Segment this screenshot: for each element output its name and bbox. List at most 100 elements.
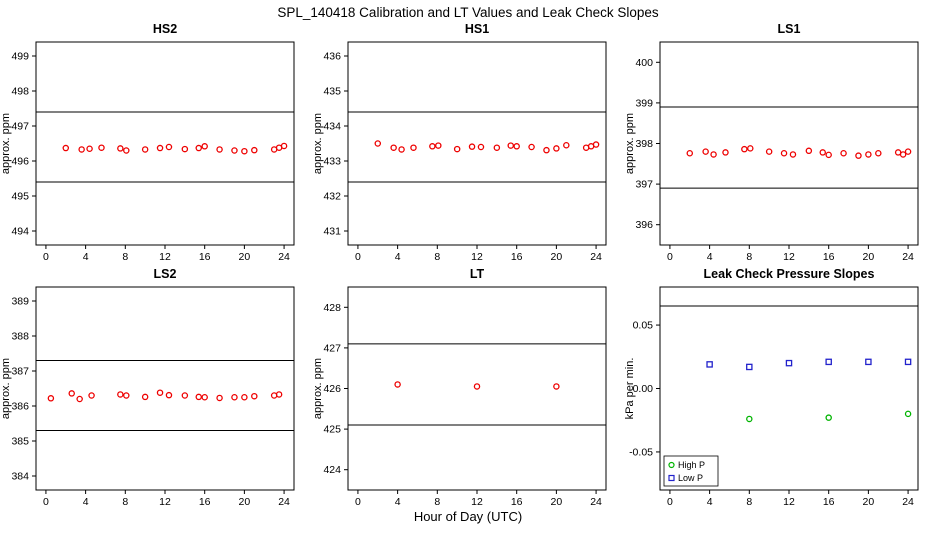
panel-svg: HS1 431 432 433 434 435 436 0 4 8 12 16 20 24 approx. …	[312, 22, 607, 263]
data-point	[98, 144, 105, 151]
x-tick-label: 16	[511, 496, 523, 508]
panel-title: HS2	[153, 22, 177, 36]
y-tick-label: 397	[635, 179, 653, 191]
x-tick-label: 4	[83, 496, 89, 508]
data-point	[747, 145, 754, 152]
data-point	[592, 141, 600, 148]
data-point	[123, 147, 130, 154]
y-axis-label: kPa per min.	[624, 358, 636, 420]
data-point	[825, 151, 832, 159]
figure-title: SPL_140418 Calibration and LT Values and…	[277, 5, 659, 20]
y-tick-label: -0.05	[629, 446, 653, 458]
y-tick-label: 435	[323, 86, 341, 98]
panel-title: HS1	[465, 22, 489, 36]
data-point	[819, 149, 826, 156]
y-axis-label: approx. ppm	[0, 113, 12, 174]
data-point	[241, 393, 248, 401]
data-point	[746, 363, 753, 371]
y-tick-label: 499	[11, 51, 29, 63]
panel-title: LT	[470, 267, 485, 281]
data-point	[398, 146, 405, 153]
y-tick-label: 428	[323, 302, 341, 314]
data-point	[251, 392, 258, 400]
x-tick-label: 20	[551, 496, 563, 508]
x-tick-label: 4	[707, 251, 713, 263]
data-point	[241, 147, 248, 155]
data-point	[231, 147, 238, 154]
x-tick-label: 12	[783, 496, 795, 508]
data-point	[280, 142, 288, 150]
data-point	[513, 143, 520, 150]
data-point	[86, 145, 93, 153]
y-tick-label: 384	[11, 471, 29, 483]
data-point	[706, 361, 713, 368]
data-point	[195, 393, 202, 401]
legend-marker	[668, 474, 675, 482]
x-tick-label: 24	[590, 251, 602, 263]
data-point	[429, 143, 436, 150]
data-point	[181, 392, 189, 399]
data-point	[165, 143, 173, 151]
data-point	[231, 393, 238, 401]
x-tick-label: 8	[122, 251, 128, 263]
data-point	[201, 393, 208, 401]
y-tick-label: 433	[323, 156, 341, 168]
x-tick-label: 24	[902, 496, 914, 508]
data-point	[410, 144, 417, 151]
panel-svg: LT 424 425 426 427 428 0 4 8 12 16 20 24 approx. ppm	[312, 267, 607, 508]
panel-ls1: LS1 396 397 398 399 400 0 4 8 12 16 20 24 approx. ppm	[624, 20, 936, 270]
data-point	[156, 389, 164, 396]
x-tick-label: 0	[43, 496, 49, 508]
legend-label: High P	[678, 460, 705, 470]
x-tick-label: 24	[278, 251, 290, 263]
panel-svg: LS1 396 397 398 399 400 0 4 8 12 16 20 24 approx. ppm	[624, 22, 919, 263]
y-tick-label: 0.00	[633, 383, 654, 395]
data-point	[741, 145, 748, 153]
data-point	[805, 147, 813, 155]
data-point	[899, 151, 907, 158]
y-tick-label: 425	[323, 424, 341, 436]
x-tick-label: 4	[83, 251, 89, 263]
x-tick-label: 0	[667, 251, 673, 263]
data-point	[216, 146, 223, 153]
y-tick-label: 496	[11, 156, 29, 168]
data-point	[473, 383, 481, 390]
y-tick-label: 431	[323, 226, 341, 238]
x-tick-label: 8	[746, 251, 752, 263]
x-tick-label: 12	[471, 251, 483, 263]
data-point	[780, 149, 788, 157]
x-tick-label: 8	[122, 496, 128, 508]
x-tick-label: 12	[471, 496, 483, 508]
data-point	[453, 145, 461, 153]
y-tick-label: 426	[323, 383, 341, 395]
y-tick-label: 386	[11, 401, 29, 413]
data-point	[507, 142, 514, 149]
y-axis-label: approx. ppm	[312, 113, 324, 174]
data-point	[117, 391, 124, 398]
data-point	[394, 381, 401, 388]
y-tick-label: 396	[635, 219, 653, 231]
x-tick-label: 20	[863, 251, 875, 263]
data-point	[477, 143, 485, 151]
data-point	[374, 140, 382, 147]
x-tick-label: 24	[902, 251, 914, 263]
x-tick-label: 16	[511, 251, 523, 263]
y-tick-label: 498	[11, 86, 29, 98]
data-point	[76, 395, 83, 403]
y-tick-label: 399	[635, 97, 653, 109]
y-tick-label: 398	[635, 138, 653, 150]
data-point	[746, 415, 753, 423]
x-tick-label: 4	[707, 496, 713, 508]
data-point	[390, 144, 397, 151]
y-tick-label: 388	[11, 331, 29, 343]
y-tick-label: 436	[323, 51, 341, 63]
legend-marker	[668, 461, 675, 469]
x-tick-label: 4	[395, 496, 401, 508]
data-point	[785, 359, 793, 367]
panel-svg: HS2 494 495 496 497 498 499 0 4 8 12 16 20 24 approx. …	[0, 22, 295, 263]
data-point	[904, 148, 912, 155]
x-tick-label: 8	[746, 496, 752, 508]
x-tick-label: 20	[239, 496, 251, 508]
plot-box	[35, 286, 295, 491]
x-tick-label: 16	[823, 496, 835, 508]
